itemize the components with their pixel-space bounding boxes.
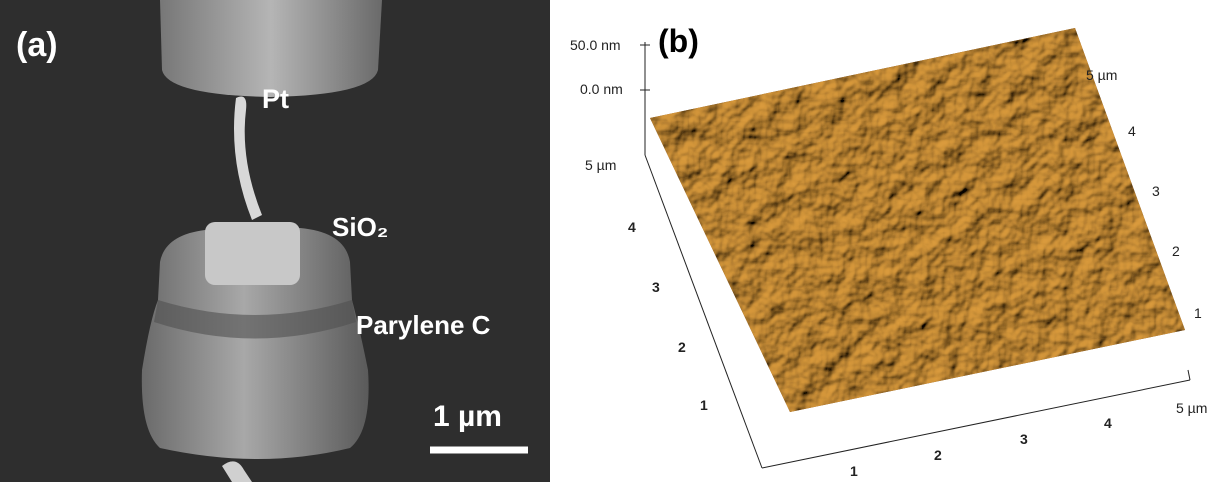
axis-tick-label: 2 <box>678 339 686 355</box>
axis-tick-label: 1 <box>1194 305 1202 321</box>
z-max-label: 50.0 nm <box>570 37 621 53</box>
upper-pillar <box>160 0 382 97</box>
axis-end-label: 5 µm <box>585 157 616 173</box>
right-axis <box>1188 370 1190 380</box>
axis-tick-label: 3 <box>1020 431 1028 447</box>
axis-end-label: 5 µm <box>1086 67 1117 83</box>
panel-label: (b) <box>658 23 699 59</box>
sem-panel: (a) Pt SiO₂ Parylene C 1 µm <box>0 0 550 482</box>
sio2-block <box>205 222 300 285</box>
afm-panel: 1 2 3 4 1 2 3 4 1 2 3 4 50.0 nm 0.0 nm (b) 5 µm 5 µ… <box>570 23 1207 479</box>
axis-tick-label: 3 <box>1152 183 1160 199</box>
axis-end-label: 5 µm <box>1176 400 1207 416</box>
axis-tick-label: 1 <box>700 397 708 413</box>
panel-label: (a) <box>16 26 58 64</box>
annotation: SiO₂ <box>332 212 388 242</box>
annotation: Pt <box>262 84 289 114</box>
scale-bar-label: 1 µm <box>433 400 502 433</box>
axis-tick-label: 1 <box>850 463 858 479</box>
surface-texture <box>650 28 1185 412</box>
axis-tick-label: 4 <box>1128 123 1136 139</box>
figure: (a) Pt SiO₂ Parylene C 1 µm 1 2 3 4 1 2 3 4 1 2 3 4… <box>0 0 1222 482</box>
axis-tick-label: 2 <box>934 447 942 463</box>
axis-tick-label: 3 <box>652 279 660 295</box>
axis-tick-label: 2 <box>1172 243 1180 259</box>
axis-tick-label: 4 <box>628 219 636 235</box>
axis-tick-label: 4 <box>1104 415 1112 431</box>
z-min-label: 0.0 nm <box>580 81 623 97</box>
annotation: Parylene C <box>356 310 491 340</box>
